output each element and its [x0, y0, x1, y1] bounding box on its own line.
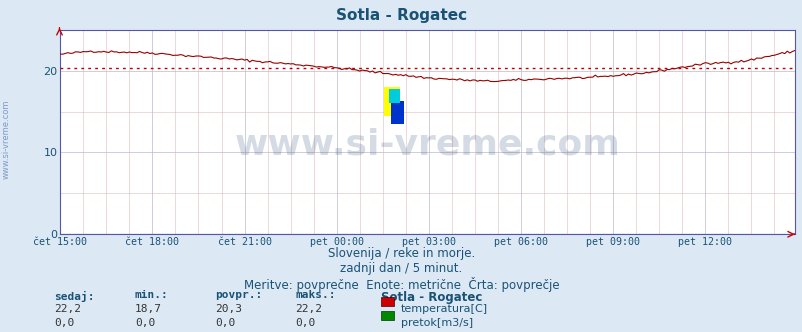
Text: min.:: min.: [135, 290, 168, 300]
Text: 22,2: 22,2 [295, 304, 322, 314]
Text: 0,0: 0,0 [55, 318, 75, 328]
Text: povpr.:: povpr.: [215, 290, 262, 300]
Text: Slovenija / reke in morje.: Slovenija / reke in morje. [327, 247, 475, 260]
FancyBboxPatch shape [389, 89, 400, 103]
Text: 0,0: 0,0 [215, 318, 235, 328]
Text: sedaj:: sedaj: [55, 290, 95, 301]
Text: pretok[m3/s]: pretok[m3/s] [400, 318, 472, 328]
FancyBboxPatch shape [383, 87, 399, 116]
Text: 22,2: 22,2 [55, 304, 82, 314]
Text: www.si-vreme.com: www.si-vreme.com [234, 127, 620, 161]
Text: 0,0: 0,0 [295, 318, 315, 328]
Text: 0,0: 0,0 [135, 318, 155, 328]
Text: zadnji dan / 5 minut.: zadnji dan / 5 minut. [340, 262, 462, 275]
Text: maks.:: maks.: [295, 290, 335, 300]
Text: temperatura[C]: temperatura[C] [400, 304, 487, 314]
Text: www.si-vreme.com: www.si-vreme.com [2, 100, 11, 179]
Text: Sotla - Rogatec: Sotla - Rogatec [381, 290, 482, 303]
Text: Sotla - Rogatec: Sotla - Rogatec [335, 8, 467, 23]
Text: Meritve: povprečne  Enote: metrične  Črta: povprečje: Meritve: povprečne Enote: metrične Črta:… [243, 277, 559, 292]
Text: 18,7: 18,7 [135, 304, 162, 314]
FancyBboxPatch shape [391, 101, 403, 124]
Text: 20,3: 20,3 [215, 304, 242, 314]
